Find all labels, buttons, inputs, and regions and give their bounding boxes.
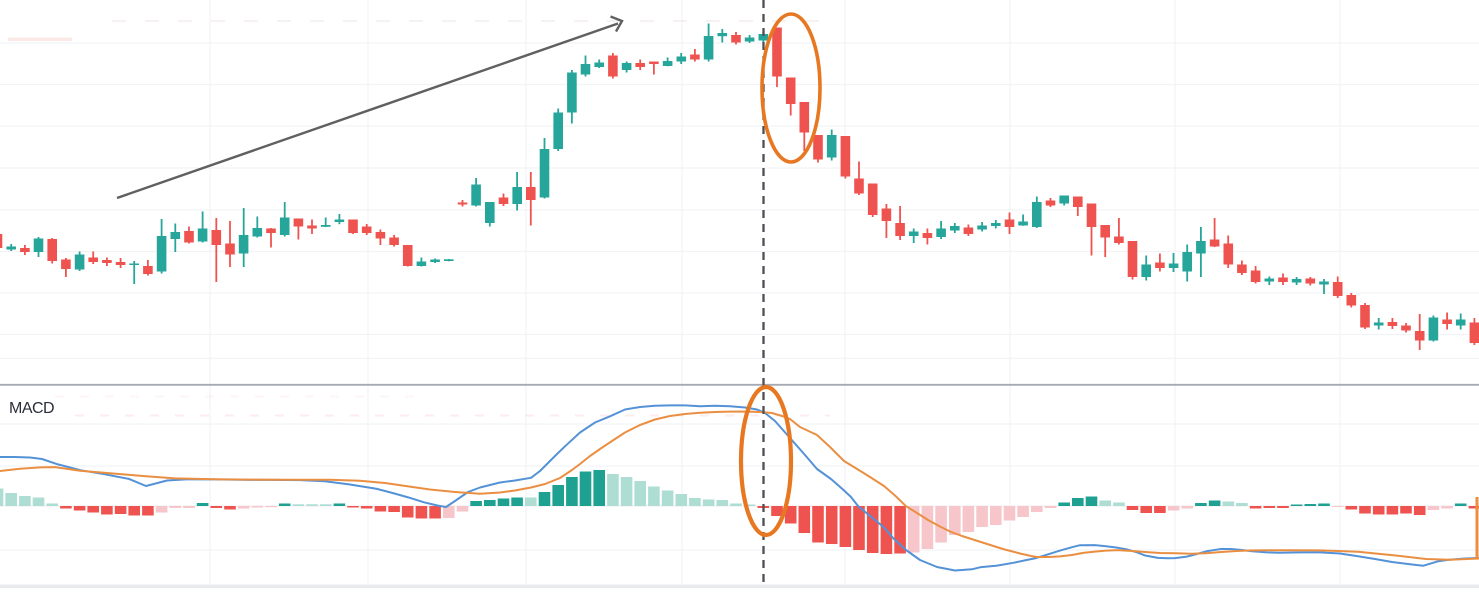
svg-text:MACD: MACD [9, 400, 54, 417]
